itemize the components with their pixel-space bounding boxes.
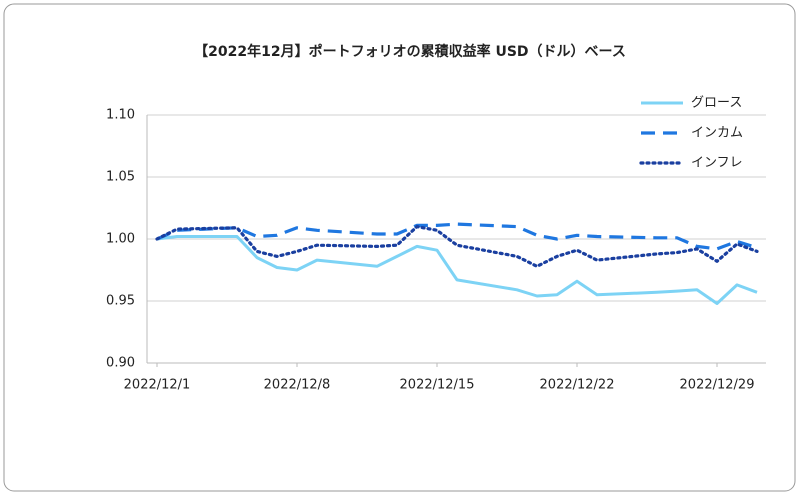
x-tick-label: 2022/12/1 bbox=[124, 378, 191, 393]
y-tick-label: 1.00 bbox=[106, 232, 135, 247]
x-tick-label: 2022/12/15 bbox=[400, 378, 475, 393]
legend-label: グロース bbox=[691, 96, 742, 111]
y-tick-label: 1.05 bbox=[106, 170, 135, 185]
x-tick-label: 2022/12/22 bbox=[540, 378, 615, 393]
x-tick-label: 2022/12/29 bbox=[680, 378, 755, 393]
x-tick-label: 2022/12/8 bbox=[264, 378, 331, 393]
series-line bbox=[156, 235, 758, 305]
y-tick-label: 1.10 bbox=[106, 108, 135, 123]
legend-label: インカム bbox=[691, 126, 743, 141]
y-tick-label: 0.90 bbox=[106, 356, 135, 371]
legend-label: インフレ bbox=[691, 156, 743, 171]
chart-frame bbox=[3, 3, 796, 492]
y-tick-label: 0.95 bbox=[106, 294, 135, 309]
series-line bbox=[155, 225, 759, 268]
chart-title: 【2022年12月】ポートフォリオの累積収益率 USD（ドル）ベース bbox=[194, 43, 626, 60]
series-line bbox=[156, 222, 758, 251]
